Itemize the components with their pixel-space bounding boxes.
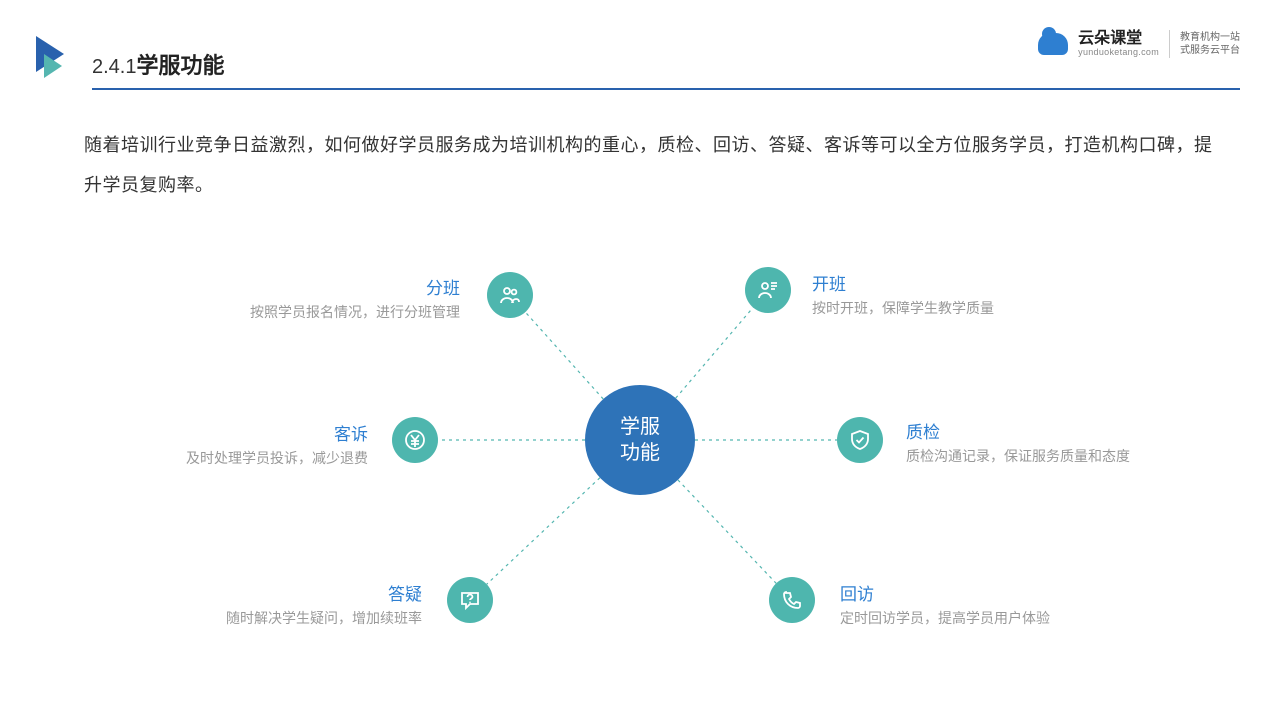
fenban-subtitle: 按照学员报名情况，进行分班管理 xyxy=(250,302,460,322)
fenban-title: 分班 xyxy=(426,274,460,299)
kesu-title: 客诉 xyxy=(334,420,368,445)
hub-diagram: 分班按照学员报名情况，进行分班管理客诉及时处理学员投诉，减少退费答疑随时解决学生… xyxy=(0,250,1280,690)
brand-logo: 云朵课堂 yunduoketang.com 教育机构一站 式服务云平台 xyxy=(1038,30,1240,58)
brand-tagline-1: 教育机构一站 xyxy=(1180,31,1240,44)
cloud-icon xyxy=(1038,33,1068,55)
kaiban-icon xyxy=(745,267,791,313)
zhijian-icon xyxy=(837,417,883,463)
brand-tagline-2: 式服务云平台 xyxy=(1180,44,1240,57)
dayi-subtitle: 随时解决学生疑问，增加续班率 xyxy=(226,608,422,628)
logo-divider xyxy=(1169,30,1170,58)
description-text: 随着培训行业竞争日益激烈，如何做好学员服务成为培训机构的重心，质检、回访、答疑、… xyxy=(84,126,1220,205)
kaiban-subtitle: 按时开班，保障学生教学质量 xyxy=(812,298,994,318)
dayi-icon xyxy=(447,577,493,623)
section-number: 2.4.1 xyxy=(92,56,136,78)
center-hub: 学服功能 xyxy=(585,385,695,495)
fenban-icon xyxy=(487,272,533,318)
dayi-title: 答疑 xyxy=(388,580,422,605)
kesu-subtitle: 及时处理学员投诉，减少退费 xyxy=(186,448,368,468)
huifang-title: 回访 xyxy=(840,580,874,605)
kesu-icon xyxy=(392,417,438,463)
zhijian-subtitle: 质检沟通记录，保证服务质量和态度 xyxy=(906,446,1130,466)
huifang-icon xyxy=(769,577,815,623)
huifang-subtitle: 定时回访学员，提高学员用户体验 xyxy=(840,608,1050,628)
brand-domain: yunduoketang.com xyxy=(1078,47,1159,57)
kaiban-title: 开班 xyxy=(812,270,846,295)
brand-name: 云朵课堂 xyxy=(1078,31,1159,47)
section-title: 学服功能 xyxy=(136,53,224,78)
zhijian-title: 质检 xyxy=(906,418,940,443)
